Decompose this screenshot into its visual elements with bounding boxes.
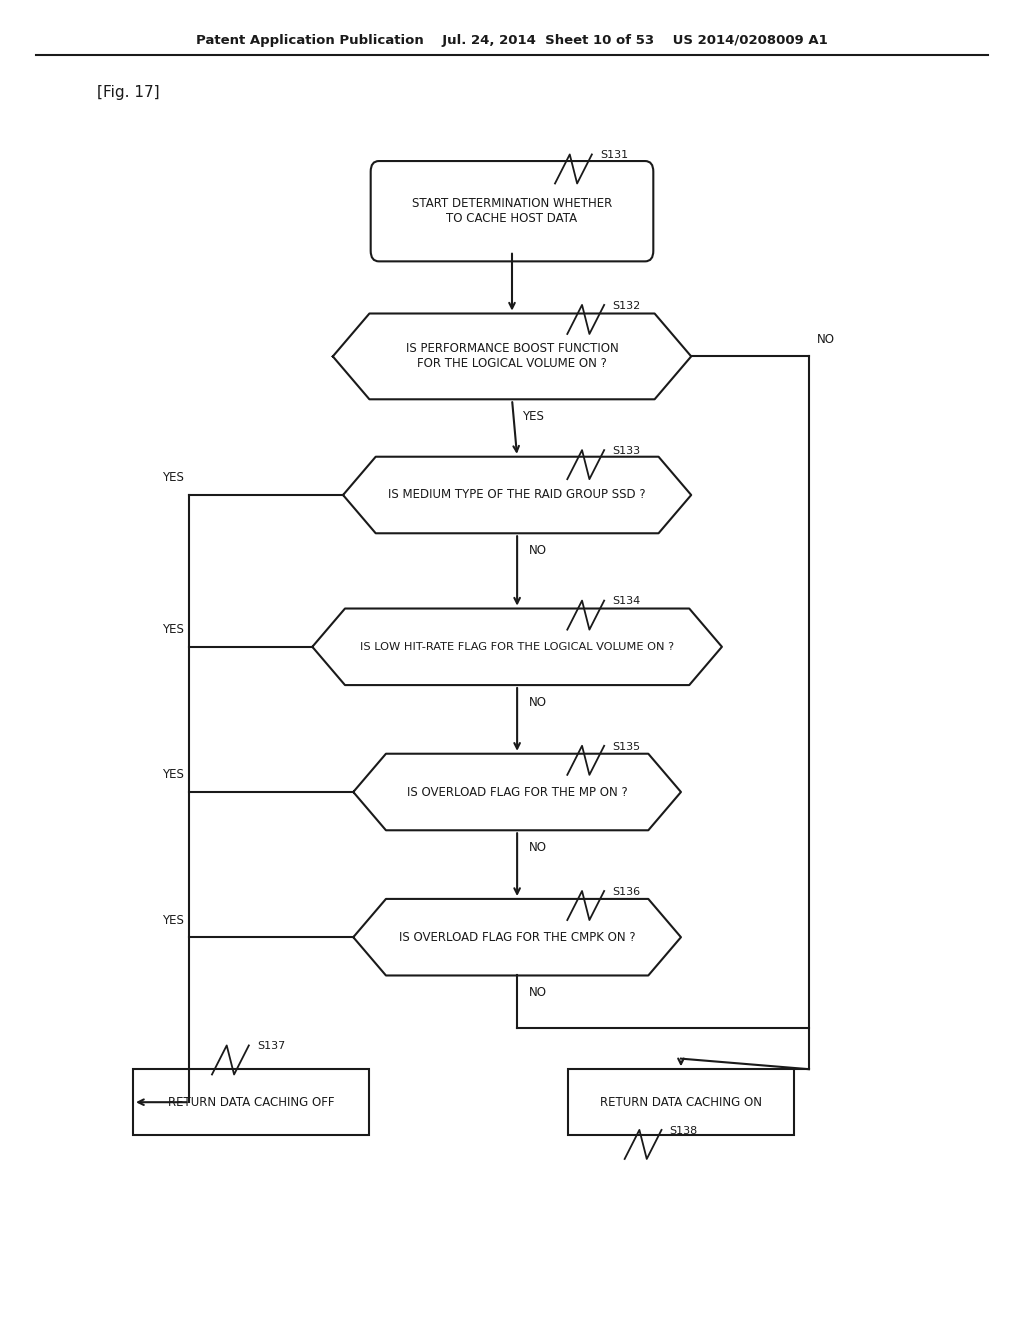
Text: S134: S134 [612, 597, 641, 606]
Text: NO: NO [817, 333, 836, 346]
Text: S131: S131 [600, 150, 628, 160]
Text: NO: NO [528, 696, 547, 709]
Text: S137: S137 [257, 1041, 286, 1051]
Text: START DETERMINATION WHETHER
TO CACHE HOST DATA: START DETERMINATION WHETHER TO CACHE HOS… [412, 197, 612, 226]
Bar [568, 1069, 794, 1135]
Text: S133: S133 [612, 446, 640, 455]
Text: Patent Application Publication    Jul. 24, 2014  Sheet 10 of 53    US 2014/02080: Patent Application Publication Jul. 24, … [197, 34, 827, 48]
Text: YES: YES [163, 471, 184, 484]
Text: S132: S132 [612, 301, 641, 310]
FancyBboxPatch shape [371, 161, 653, 261]
Text: YES: YES [163, 913, 184, 927]
Text: RETURN DATA CACHING ON: RETURN DATA CACHING ON [600, 1096, 762, 1109]
Text: RETURN DATA CACHING OFF: RETURN DATA CACHING OFF [168, 1096, 334, 1109]
Text: S136: S136 [612, 887, 640, 896]
Text: S135: S135 [612, 742, 640, 751]
Text: NO: NO [528, 841, 547, 854]
Text: S138: S138 [670, 1126, 698, 1135]
Text: YES: YES [163, 768, 184, 781]
Polygon shape [353, 754, 681, 830]
Text: NO: NO [528, 544, 547, 557]
Polygon shape [333, 314, 691, 399]
Text: IS OVERLOAD FLAG FOR THE MP ON ?: IS OVERLOAD FLAG FOR THE MP ON ? [407, 785, 628, 799]
Text: IS MEDIUM TYPE OF THE RAID GROUP SSD ?: IS MEDIUM TYPE OF THE RAID GROUP SSD ? [388, 488, 646, 502]
Text: IS PERFORMANCE BOOST FUNCTION
FOR THE LOGICAL VOLUME ON ?: IS PERFORMANCE BOOST FUNCTION FOR THE LO… [406, 342, 618, 371]
Text: YES: YES [163, 623, 184, 636]
Polygon shape [343, 457, 691, 533]
Text: NO: NO [528, 986, 547, 999]
Text: YES: YES [521, 409, 544, 422]
Bar [133, 1069, 369, 1135]
Text: IS OVERLOAD FLAG FOR THE CMPK ON ?: IS OVERLOAD FLAG FOR THE CMPK ON ? [398, 931, 636, 944]
Polygon shape [353, 899, 681, 975]
Text: IS LOW HIT-RATE FLAG FOR THE LOGICAL VOLUME ON ?: IS LOW HIT-RATE FLAG FOR THE LOGICAL VOL… [360, 642, 674, 652]
Text: [Fig. 17]: [Fig. 17] [97, 84, 160, 100]
Polygon shape [312, 609, 722, 685]
